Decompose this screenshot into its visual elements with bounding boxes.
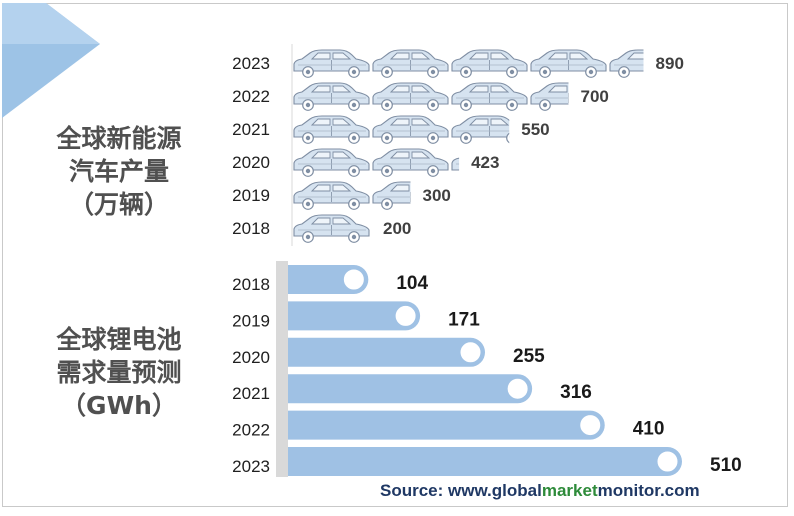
production-bar bbox=[293, 49, 644, 78]
production-value-label: 200 bbox=[383, 219, 411, 238]
battery-year-label: 2023 bbox=[232, 457, 270, 476]
source-prefix: Source: www. bbox=[380, 481, 492, 500]
battery-year-label: 2019 bbox=[232, 311, 270, 330]
production-bar bbox=[293, 148, 460, 177]
battery-title-line-3: （GWh） bbox=[61, 391, 177, 420]
battery-value-label: 410 bbox=[633, 419, 665, 440]
production-title-line-3: （万辆） bbox=[68, 190, 169, 219]
battery-bar bbox=[288, 447, 682, 476]
source-part-global: global bbox=[491, 481, 542, 500]
battery-bar bbox=[288, 374, 533, 404]
battery-value-label: 104 bbox=[396, 273, 428, 294]
battery-title: 全球锂电池 需求量预测 （GWh） bbox=[24, 323, 214, 422]
battery-bar bbox=[288, 410, 605, 440]
battery-bar bbox=[288, 301, 421, 331]
production-value-label: 700 bbox=[581, 87, 609, 106]
source-credit: Source: www.globalmarketmonitor.com bbox=[380, 481, 700, 501]
production-bar bbox=[293, 115, 510, 144]
battery-bar-cap bbox=[341, 267, 366, 292]
battery-bar-cap bbox=[578, 413, 603, 438]
chart-frame bbox=[2, 3, 788, 507]
production-value-label: 890 bbox=[656, 54, 684, 73]
source-suffix: .com bbox=[659, 481, 700, 500]
production-value-label: 423 bbox=[471, 153, 499, 172]
battery-title-line-1: 全球锂电池 bbox=[56, 325, 182, 354]
production-year-label: 2020 bbox=[232, 153, 270, 172]
production-year-label: 2023 bbox=[232, 54, 270, 73]
battery-year-label: 2018 bbox=[232, 275, 270, 294]
battery-year-label: 2021 bbox=[232, 384, 270, 403]
battery-bar-cap bbox=[655, 449, 680, 474]
battery-value-label: 255 bbox=[513, 346, 545, 367]
production-year-label: 2018 bbox=[232, 219, 270, 238]
production-title-line-2: 汽车产量 bbox=[68, 157, 169, 186]
battery-year-label: 2020 bbox=[232, 348, 270, 367]
battery-value-label: 171 bbox=[448, 309, 480, 330]
battery-value-label: 510 bbox=[710, 455, 742, 476]
production-title-line-1: 全球新能源 bbox=[56, 124, 182, 153]
production-year-label: 2022 bbox=[232, 87, 270, 106]
production-year-label: 2021 bbox=[232, 120, 270, 139]
production-chart: 2023 890 2022 700 2021 550 2020 423 2019 300 2018 2… bbox=[232, 44, 684, 246]
battery-bar bbox=[288, 337, 485, 367]
production-title: 全球新能源 汽车产量 （万辆） bbox=[24, 122, 214, 221]
production-value-label: 550 bbox=[521, 120, 549, 139]
battery-bar-cap bbox=[505, 376, 530, 401]
battery-bar-cap bbox=[458, 340, 483, 365]
production-bar bbox=[293, 82, 569, 111]
battery-axis bbox=[276, 261, 288, 477]
production-bar bbox=[293, 181, 411, 210]
battery-chart: 2018 104 2019 171 2020 255 2021 316 2022 410 2023 5… bbox=[232, 261, 742, 477]
source-part-market: market bbox=[541, 481, 598, 500]
battery-year-label: 2022 bbox=[232, 421, 270, 440]
production-value-label: 300 bbox=[423, 186, 451, 205]
battery-title-line-2: 需求量预测 bbox=[56, 358, 182, 387]
source-part-monitor: monitor bbox=[597, 481, 660, 500]
battery-bar-cap bbox=[393, 303, 418, 328]
production-year-label: 2019 bbox=[232, 186, 270, 205]
battery-value-label: 316 bbox=[560, 382, 592, 403]
production-bar bbox=[293, 214, 370, 243]
